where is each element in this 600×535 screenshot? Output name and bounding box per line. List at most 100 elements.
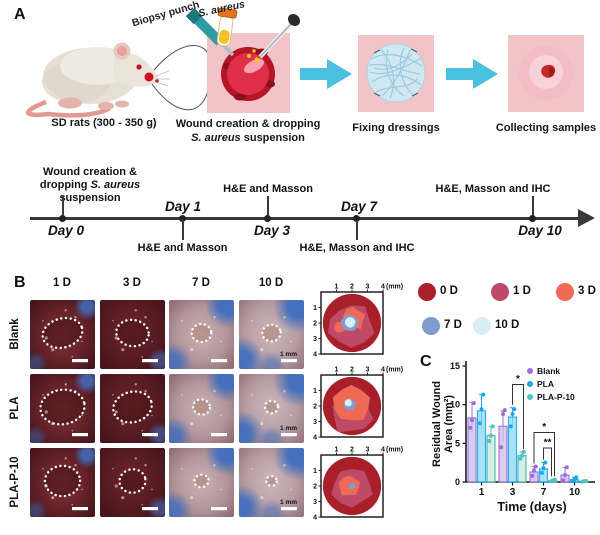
- svg-text:3: 3: [313, 499, 317, 506]
- svg-text:1: 1: [335, 284, 339, 291]
- wound-dotted-outline: [43, 464, 82, 498]
- data-point: [530, 473, 535, 478]
- scale-bar: [72, 433, 88, 437]
- wound-dotted-outline: [118, 468, 147, 494]
- droplet: [254, 57, 260, 63]
- timeline-day3: Day 3: [253, 223, 291, 238]
- svg-text:4: 4: [313, 352, 317, 359]
- panel-b-label: B: [14, 274, 26, 291]
- panel-a-label: A: [14, 6, 26, 23]
- wound-photo-PLA-3D: [100, 374, 165, 443]
- map-axis-unit: (mm): [386, 367, 403, 374]
- bar-Blank-day3: [498, 425, 508, 483]
- wound-dotted-outline: [190, 322, 213, 344]
- bar-PLA-day3: [507, 416, 518, 483]
- data-point: [552, 477, 557, 482]
- scale-bar: [281, 507, 297, 511]
- scale-bar: [211, 359, 227, 363]
- svg-text:1: 1: [335, 447, 339, 454]
- wound-dotted-outline: [263, 399, 280, 415]
- wound-area: [116, 319, 149, 347]
- wound-photo-PLA-P-10-3D: [100, 448, 165, 517]
- wound-dotted-outline: [41, 316, 84, 350]
- significance-bracket: [512, 384, 524, 449]
- data-point: [502, 408, 507, 413]
- y-tick-label: 0: [455, 477, 460, 487]
- y-tick-label: 15: [450, 361, 460, 371]
- wound-area: [266, 476, 277, 486]
- timeline-tick-day1: [182, 220, 184, 240]
- data-point: [510, 411, 515, 416]
- col-header-10d: 10 D: [258, 277, 284, 289]
- scale-bar-label: 1 mm: [280, 425, 297, 432]
- chart-legend-label-PLA-P-10: PLA-P-10: [537, 392, 575, 402]
- chart-legend-label-PLA: PLA: [537, 379, 554, 389]
- data-point: [518, 456, 523, 461]
- legend-swatch-1d: [491, 283, 509, 301]
- x-tick-label: 3: [510, 487, 516, 498]
- rat-eye: [136, 64, 142, 70]
- scale-bar: [142, 433, 158, 437]
- x-axis-title: Time (days): [497, 500, 566, 514]
- svg-text:1: 1: [313, 468, 317, 475]
- wound-area: [119, 469, 146, 493]
- svg-text:1: 1: [313, 305, 317, 312]
- scale-bar-label: 1 mm: [280, 499, 297, 506]
- wound-photo-PLA-7D: [169, 374, 234, 443]
- significance-label: *: [516, 374, 520, 385]
- svg-text:3: 3: [313, 419, 317, 426]
- wound-area: [191, 324, 212, 342]
- svg-text:2: 2: [313, 484, 317, 491]
- data-point: [471, 401, 476, 406]
- dressing-stitches: [373, 48, 419, 97]
- flow-arrow-1: [300, 59, 352, 89]
- row-label-pla-p-10: PLA-P-10: [9, 456, 21, 508]
- legend-label-1d: 1 D: [513, 285, 531, 297]
- wound-area: [40, 389, 85, 425]
- wound-area: [113, 391, 152, 423]
- data-point: [583, 478, 588, 483]
- scale-bar: [281, 359, 297, 363]
- wound-photo-PLA-10D: 1 mm: [239, 374, 304, 443]
- bar-Blank-day1: [467, 417, 477, 483]
- svg-text:2: 2: [313, 404, 317, 411]
- bar-PLA-day7: [538, 468, 549, 483]
- rat-illustration: [26, 42, 211, 118]
- col-header-3d: 3 D: [123, 277, 141, 289]
- svg-text:2: 2: [350, 367, 354, 374]
- legend-label-0d: 0 D: [440, 285, 458, 297]
- data-point: [501, 411, 505, 416]
- significance-label: **: [544, 437, 552, 448]
- x-tick-label: 1: [479, 487, 485, 498]
- data-point: [489, 433, 493, 438]
- data-point: [564, 465, 569, 470]
- timeline-tick-day0: [62, 195, 64, 217]
- timeline-tick-day3: [267, 196, 269, 217]
- chart-legend-swatch-Blank: [527, 368, 533, 374]
- collecting-caption: Collecting samples: [495, 122, 597, 134]
- data-point: [520, 453, 524, 458]
- saureus-tube-icon: [216, 7, 238, 47]
- rat-hind-foot: [58, 97, 82, 109]
- wound-area: [194, 474, 209, 488]
- x-tick-label: 7: [541, 487, 547, 498]
- y-axis-title-line1: Residual Wound: [431, 381, 443, 467]
- data-point: [499, 445, 504, 450]
- panel-a-schematic: [185, 7, 584, 113]
- svg-text:1: 1: [313, 388, 317, 395]
- significance-bracket: [543, 447, 552, 477]
- svg-text:3: 3: [313, 336, 317, 343]
- wound-photo-PLA-1D: [30, 374, 95, 443]
- scale-bar: [72, 507, 88, 511]
- scale-bar: [211, 433, 227, 437]
- rat-whiskers: [154, 70, 170, 87]
- data-point: [532, 468, 536, 473]
- data-point: [563, 473, 567, 478]
- data-point: [470, 418, 474, 423]
- rat-tail: [26, 99, 112, 118]
- wound-dotted-outline: [115, 318, 150, 348]
- svg-text:2: 2: [350, 284, 354, 291]
- data-point: [543, 460, 548, 465]
- y-axis-title-line2: Area (mm²): [443, 395, 455, 453]
